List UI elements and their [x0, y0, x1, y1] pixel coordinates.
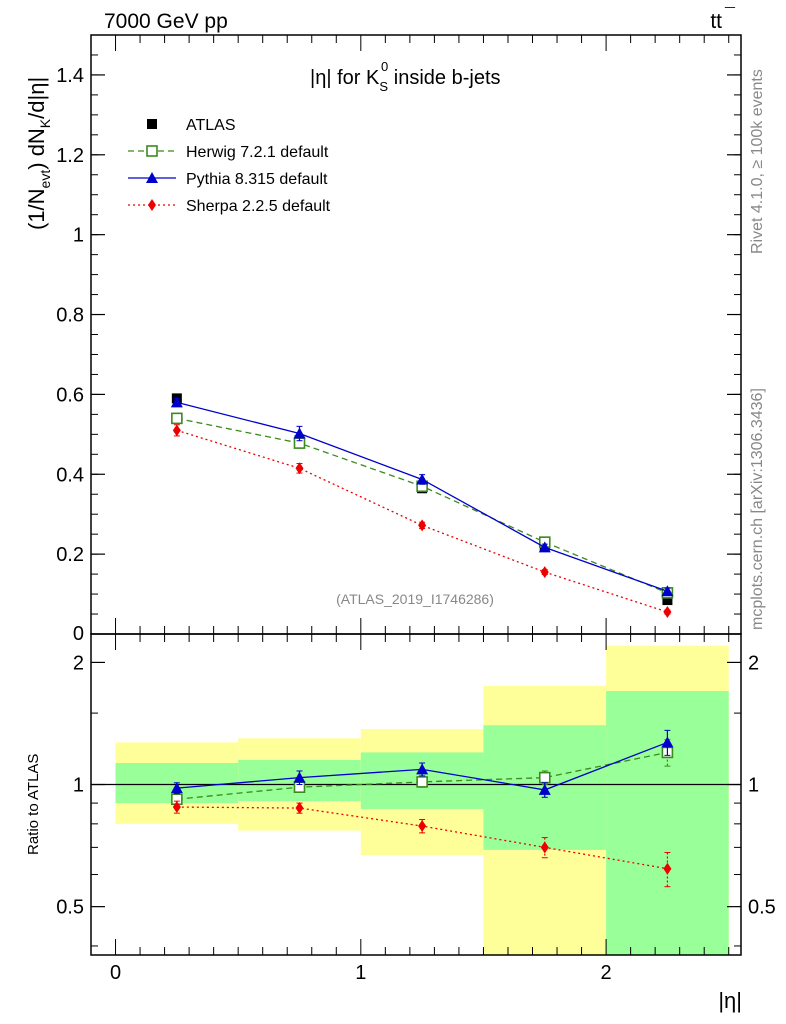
main-title: |η| for KS0 inside b-jets: [310, 59, 501, 94]
main-herwig-point: [171, 412, 183, 425]
ratio-xtick-label: 1: [355, 962, 366, 984]
main-sherpa-point: [172, 424, 181, 437]
legend-herwig-marker: [146, 145, 158, 157]
ratio-herwig-point: [538, 771, 551, 784]
ratio-bands: [91, 645, 741, 955]
main-pythia-point: [661, 585, 674, 597]
ratio-pythia-point: [416, 763, 429, 775]
main-ytick-label: 0: [73, 623, 84, 645]
process-label: tt: [710, 10, 722, 33]
ratio-data-layer: [170, 729, 674, 888]
main-data-layer: [170, 393, 674, 619]
main-pythia-point: [293, 427, 306, 439]
main-ytick-label: 1.4: [56, 65, 84, 87]
analysis-watermark: (ATLAS_2019_I1746286): [336, 591, 494, 607]
main-sherpa-line: [176, 429, 668, 613]
legend-atlas-label: ATLAS: [186, 117, 236, 134]
ratio-sherpa-point: [295, 802, 304, 815]
main-ytick-label: 0.2: [56, 544, 84, 566]
legend-pythia-label: Pythia 8.315 default: [186, 171, 328, 188]
main-sherpa-point: [418, 519, 427, 532]
ratio-pythia-point: [538, 783, 551, 795]
energy-label: 7000 GeV pp: [104, 10, 228, 33]
ratio-sherpa-point: [418, 820, 427, 833]
main-ytick-label: 1: [73, 225, 84, 247]
main-ytick-label: 0.4: [56, 464, 84, 486]
ratio-ylabel: Ratio to ATLAS: [25, 754, 42, 855]
ratio-herwig-point: [416, 776, 428, 788]
ratio-ytick-label: 2: [73, 652, 84, 674]
main-ylabel: (1/Nevt) dNK/d|η|: [24, 77, 53, 230]
ratio-ytick-label: 0.5: [56, 897, 84, 919]
ratio-sherpa-point: [172, 801, 181, 814]
legend-sherpa-label: Sherpa 2.2.5 default: [186, 198, 331, 215]
rivet-label: Rivet 4.1.0, ≥ 100k events: [749, 69, 766, 254]
main-ytick-label: 0.8: [56, 305, 84, 327]
ratio-xtick-label: 2: [601, 962, 612, 984]
main-pythia-point: [170, 396, 183, 408]
main-sherpa-point: [663, 606, 672, 619]
x-axis-label: |η|: [718, 988, 742, 1013]
ratio-xtick-label: 0: [110, 962, 121, 984]
ratio-sherpa-point: [540, 841, 549, 854]
main-herwig-line: [176, 417, 668, 594]
legend: ATLAS Herwig 7.2.1 default Pythia 8.315 de…: [128, 117, 331, 215]
main-pythia-point: [416, 473, 429, 485]
legend-pythia-marker: [146, 172, 158, 183]
main-sherpa-point: [295, 462, 304, 475]
ratio-ytick-label: 2: [748, 652, 759, 674]
mcplots-label: mcplots.cern.ch [arXiv:1306.3436]: [749, 388, 766, 630]
main-ytick-label: 0.6: [56, 384, 84, 406]
ratio-pythia-point: [661, 736, 674, 748]
ratio-pythia-point: [293, 771, 306, 783]
legend-herwig-label: Herwig 7.2.1 default: [186, 144, 329, 161]
legend-sherpa-marker: [148, 199, 156, 211]
process-bar: ¯: [724, 5, 736, 25]
ratio-ytick-label: 1: [73, 775, 84, 797]
legend-atlas-marker: [147, 119, 157, 129]
main-atlas-point: [662, 595, 673, 606]
main-pythia-point: [538, 541, 551, 553]
ratio-pythia-point: [170, 782, 183, 794]
ratio-sherpa-point: [663, 862, 672, 875]
ratio-frame: [90, 633, 742, 956]
main-sherpa-point: [540, 566, 549, 579]
ratio-ytick-label: 0.5: [748, 897, 776, 919]
main-axes: 0.2 0.4 0.6 0.8 1 1.2 1.4 0: [56, 34, 742, 645]
main-ytick-label: 1.2: [56, 145, 84, 167]
ratio-axes: 0.5 0.5 1 1 2 2 0 1 2: [56, 633, 776, 984]
ratio-ytick-label: 1: [748, 775, 759, 797]
